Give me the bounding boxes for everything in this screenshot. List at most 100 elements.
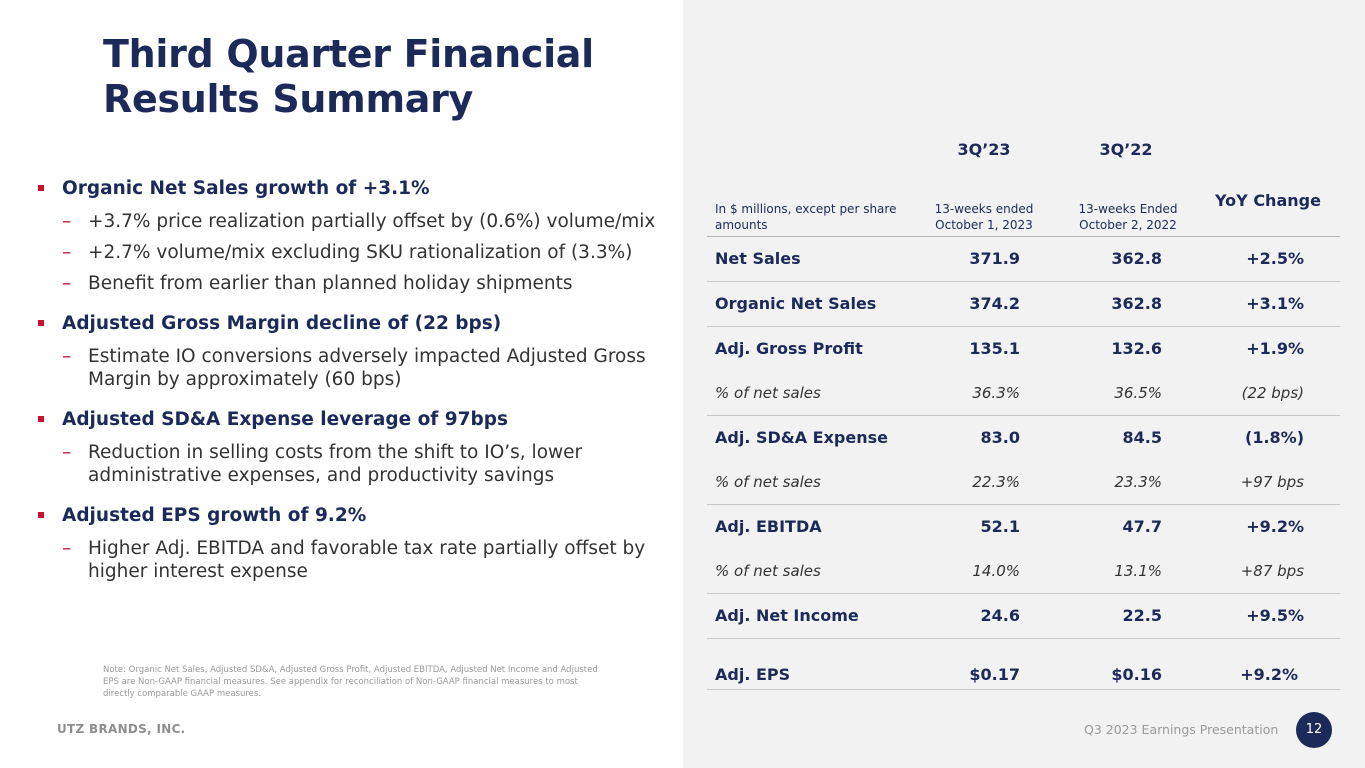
value-yoy-change: +3.1% [1246, 294, 1304, 313]
value-current: 135.1 [969, 339, 1020, 358]
value-yoy-change: (22 bps) [1241, 384, 1304, 402]
sub-bullet-text: Reduction in selling costs from the shif… [88, 442, 583, 463]
sub-bullet-text: administrative expenses, and productivit… [88, 465, 555, 486]
footnote-line: EPS are Non-GAAP financial measures. See… [103, 677, 578, 687]
value-prior: 22.5 [1122, 606, 1162, 625]
value-prior: 47.7 [1122, 517, 1162, 536]
header-sub-prior: 13-weeks Ended October 2, 2022 [1078, 202, 1178, 232]
bullet-section: Adjusted Gross Margin decline of (22 bps… [38, 311, 658, 391]
sub-bullet: – +3.7% price realization partially offse… [38, 210, 658, 233]
slide-title-line: Third Quarter Financial [103, 32, 594, 76]
sub-bullet: – Reduction in selling costs from the shi… [38, 441, 658, 487]
value-current: $0.17 [969, 665, 1020, 684]
row-label: Net Sales [715, 249, 801, 268]
value-prior: 132.6 [1111, 339, 1162, 358]
sub-bullet-text: Estimate IO conversions adversely impact… [88, 346, 646, 367]
footnote-line: directly comparable GAAP measures. [103, 689, 262, 699]
table-header-periods: 3Q’23 3Q’22 [707, 140, 1340, 166]
value-current: 14.0% [972, 562, 1020, 580]
row-label: Adj. Net Income [715, 606, 859, 625]
row-label: % of net sales [715, 384, 821, 402]
footnote: Note: Organic Net Sales, Adjusted SD&A, … [103, 664, 648, 700]
table-row: % of net sales 36.3% 36.5% (22 bps) [707, 371, 1340, 416]
sub-bullet: – Benefit from earlier than planned holid… [38, 272, 658, 295]
sub-bullet-text: +2.7% volume/mix excluding SKU rationali… [88, 242, 633, 263]
table-row: Adj. Gross Profit 135.1 132.6 +1.9% [707, 327, 1340, 371]
row-label: Adj. EBITDA [715, 517, 822, 536]
row-label: Adj. EPS [715, 665, 791, 684]
value-yoy-change: +87 bps [1240, 562, 1304, 580]
value-yoy-change: (1.8%) [1245, 428, 1304, 447]
bullet-heading: Adjusted EPS growth of 9.2% [38, 503, 658, 529]
bullet-heading-text: Organic Net Sales growth of +3.1% [62, 178, 430, 199]
bullet-heading-text: Adjusted SD&A Expense leverage of 97bps [62, 409, 509, 430]
footnote-line: Note: Organic Net Sales, Adjusted SD&A, … [103, 665, 598, 675]
value-current: 83.0 [980, 428, 1020, 447]
value-prior: 362.8 [1111, 249, 1162, 268]
bullet-heading-text: Adjusted EPS growth of 9.2% [62, 505, 367, 526]
presentation-name: Q3 2023 Earnings Presentation [1084, 722, 1279, 737]
value-current: 22.3% [972, 473, 1020, 491]
value-prior: 13.1% [1114, 562, 1162, 580]
dash-bullet-icon: – [62, 211, 72, 232]
value-prior: 84.5 [1122, 428, 1162, 447]
table-row: % of net sales 14.0% 13.1% +87 bps [707, 549, 1340, 594]
table-row: Adj. EBITDA 52.1 47.7 +9.2% [707, 505, 1340, 549]
company-name: UTZ BRANDS, INC. [57, 722, 186, 736]
header-sub-current: 13-weeks ended October 1, 2023 [934, 202, 1034, 232]
bullet-heading-text: Adjusted Gross Margin decline of (22 bps… [62, 313, 502, 334]
value-current: 36.3% [972, 384, 1020, 402]
value-prior: 23.3% [1114, 473, 1162, 491]
square-bullet-icon [38, 512, 44, 518]
square-bullet-icon [38, 185, 44, 191]
financial-table: 3Q’23 3Q’22 In $ millions, except per sh… [707, 140, 1340, 690]
value-yoy-change: +9.2% [1246, 517, 1304, 536]
bullet-list: Organic Net Sales growth of +3.1% – +3.7% … [38, 176, 658, 599]
row-label: Adj. Gross Profit [715, 339, 863, 358]
dash-bullet-icon: – [62, 273, 72, 294]
header-period-prior: 3Q’22 [1099, 140, 1153, 159]
bullet-section: Adjusted SD&A Expense leverage of 97bps –… [38, 407, 658, 487]
table-row: Adj. Net Income 24.6 22.5 +9.5% [707, 594, 1340, 639]
bullet-heading: Adjusted SD&A Expense leverage of 97bps [38, 407, 658, 433]
value-yoy-change: +9.2% [1240, 665, 1298, 684]
value-current: 24.6 [980, 606, 1020, 625]
table-row: Net Sales 371.9 362.8 +2.5% [707, 237, 1340, 282]
sub-bullet: – Higher Adj. EBITDA and favorable tax ra… [38, 537, 658, 583]
value-yoy-change: +9.5% [1246, 606, 1304, 625]
square-bullet-icon [38, 416, 44, 422]
table-header-details: In $ millions, except per share amounts … [707, 166, 1340, 237]
row-label: Adj. SD&A Expense [715, 428, 888, 447]
dash-bullet-icon: – [62, 346, 72, 367]
right-panel [683, 0, 1365, 768]
table-body: Net Sales 371.9 362.8 +2.5% Organic Net Sale… [707, 237, 1340, 690]
header-period-current: 3Q’23 [957, 140, 1011, 159]
bullet-section: Organic Net Sales growth of +3.1% – +3.7% … [38, 176, 658, 295]
sub-bullet-text: +3.7% price realization partially offset… [88, 211, 656, 232]
square-bullet-icon [38, 320, 44, 326]
dash-bullet-icon: – [62, 538, 72, 559]
slide-title: Third Quarter Financial Results Summary [103, 32, 663, 122]
bullet-heading: Adjusted Gross Margin decline of (22 bps… [38, 311, 658, 337]
table-row: Adj. SD&A Expense 83.0 84.5 (1.8%) [707, 416, 1340, 460]
value-current: 371.9 [969, 249, 1020, 268]
slide-title-line: Results Summary [103, 77, 474, 121]
table-row: Organic Net Sales 374.2 362.8 +3.1% [707, 282, 1340, 327]
header-yoy-change: YoY Change [1215, 191, 1321, 210]
sub-bullet-text: Margin by approximately (60 bps) [88, 369, 402, 390]
value-prior: 36.5% [1114, 384, 1162, 402]
value-current: 52.1 [980, 517, 1020, 536]
sub-bullet-text: Benefit from earlier than planned holida… [88, 273, 573, 294]
sub-bullet: – +2.7% volume/mix excluding SKU rational… [38, 241, 658, 264]
table-row: Adj. EPS $0.17 $0.16 +9.2% [707, 639, 1340, 690]
dash-bullet-icon: – [62, 442, 72, 463]
dash-bullet-icon: – [62, 242, 72, 263]
sub-bullet-text: Higher Adj. EBITDA and favorable tax rat… [88, 538, 646, 559]
value-yoy-change: +2.5% [1246, 249, 1304, 268]
value-current: 374.2 [969, 294, 1020, 313]
sub-bullet: – Estimate IO conversions adversely impac… [38, 345, 658, 391]
value-yoy-change: +97 bps [1240, 473, 1304, 491]
page-number-badge: 12 [1296, 712, 1332, 748]
value-prior: $0.16 [1111, 665, 1162, 684]
row-label: Organic Net Sales [715, 294, 877, 313]
